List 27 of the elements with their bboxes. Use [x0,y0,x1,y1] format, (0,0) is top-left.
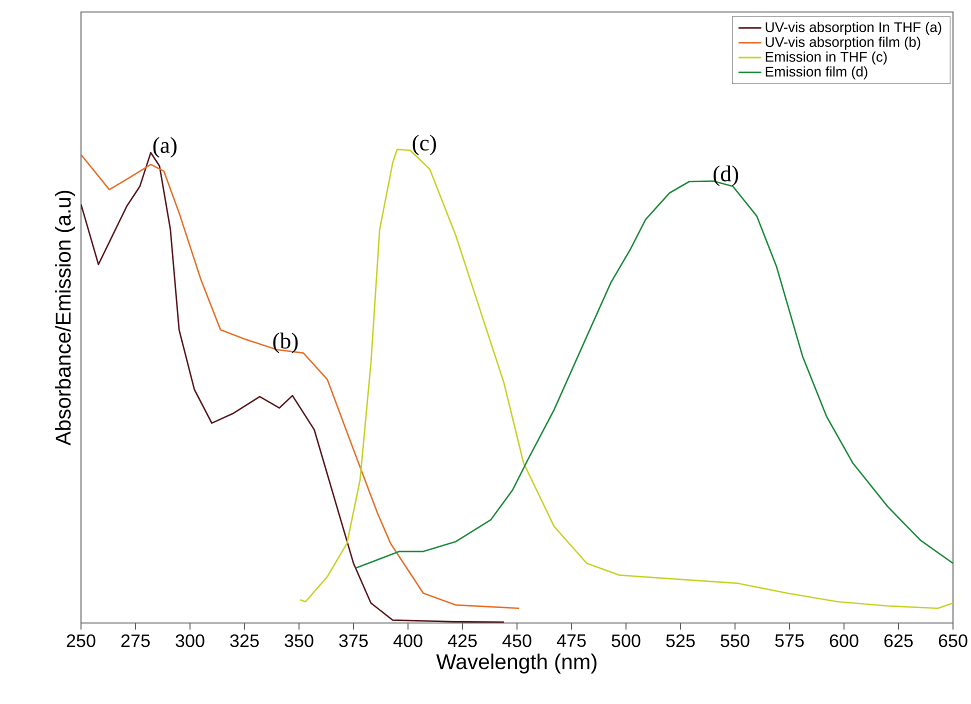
x-tick-label: 475 [556,634,586,647]
x-tick-label: 500 [612,634,640,648]
x-tick-label: 425 [448,634,477,648]
x-tick-label: 300 [176,634,204,648]
x-tick-label: 575 [775,634,804,647]
annotation: (c) [412,134,436,156]
annotation: (a) [153,137,177,158]
annotation: (d) [714,165,738,186]
legend-label: UV-vis absorption In THF (a) [766,22,942,35]
x-tick-label: 600 [830,634,858,648]
x-tick-label: 400 [393,634,422,648]
x-axis-title: Wavelength (nm) [436,654,596,674]
x-tick-label: 650 [938,634,968,648]
x-tick-label: 525 [666,634,695,648]
x-tick-label: 625 [884,634,913,648]
legend-label: Emission film (d) [766,66,868,80]
x-tick-label: 550 [720,634,750,648]
x-tick-label: 250 [66,634,96,648]
legend-label: UV-vis absorption film (b) [766,36,920,50]
x-tick-label: 450 [502,634,532,648]
x-tick-label: 275 [121,634,150,648]
x-tick-label: 350 [284,634,314,648]
legend-label: Emission in THF (c) [766,52,887,65]
y-axis-title: Absorbance/Emission (a.u) [55,190,75,446]
x-tick-label: 375 [339,634,368,648]
annotation: (b) [273,332,298,354]
x-tick-label: 325 [230,634,259,648]
